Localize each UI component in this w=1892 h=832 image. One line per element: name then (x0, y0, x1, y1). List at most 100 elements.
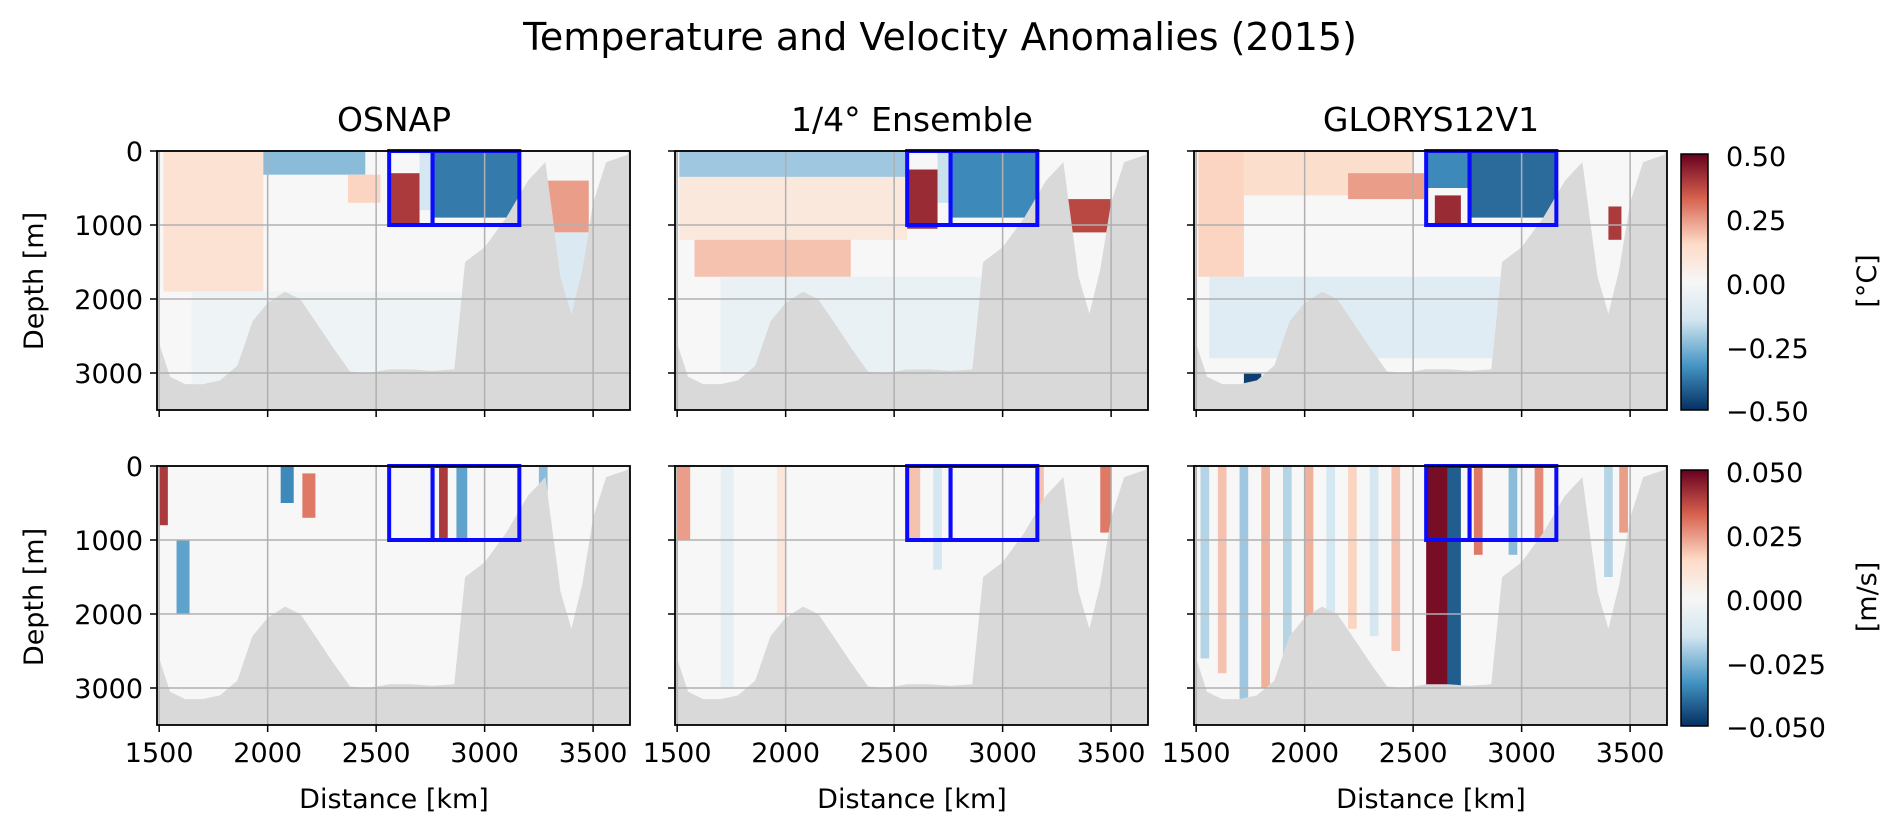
y-tick-label: 0 (126, 452, 143, 483)
y-tick-label: 3000 (74, 359, 143, 390)
anomaly-patch (694, 239, 851, 277)
anomaly-patch (1304, 466, 1314, 659)
anomaly-patch (159, 466, 168, 526)
anomaly-patch (347, 174, 381, 203)
panel-0-1 (668, 149, 1149, 417)
colorbar-temp-tick: 0.50 (1726, 142, 1786, 173)
colorbar-temperature-label: [°C] (1852, 254, 1883, 307)
anomaly-patch (1261, 466, 1270, 688)
anomaly-patch (439, 466, 448, 540)
y-axis-label-temperature: Depth [m] (19, 212, 50, 350)
anomaly-patch (1369, 466, 1379, 637)
anomaly-patch (419, 151, 433, 211)
x-tick-label: 2500 (1379, 738, 1448, 769)
anomaly-patch (1534, 466, 1544, 540)
anomaly-patch (1198, 151, 1244, 277)
panel-1-2: 1500 2000 2500 3000 3500 (1162, 464, 1668, 769)
anomaly-patch (679, 151, 908, 177)
anomaly-patch (937, 151, 951, 203)
panel-title-osnap: OSNAP (337, 100, 451, 139)
colorbar-temp-tick: 0.25 (1726, 206, 1786, 237)
anomaly-patch (1348, 173, 1424, 200)
y-axis-label-velocity: Depth [m] (19, 528, 50, 666)
anomaly-patch (456, 466, 468, 540)
anomaly-patch (263, 151, 366, 175)
x-tick-label: 2500 (342, 738, 411, 769)
anomaly-patch (1100, 466, 1112, 533)
colorbar-vel-tick: −0.025 (1726, 650, 1826, 681)
y-tick-label: 0 (126, 137, 143, 168)
anomaly-patch (163, 151, 264, 292)
x-tick-label: 2000 (1270, 738, 1339, 769)
anomaly-patch (679, 176, 908, 240)
panel-title-ensemble: 1/4° Ensemble (791, 100, 1033, 139)
anomaly-patch (1426, 466, 1448, 688)
anomaly-patch (1619, 466, 1628, 533)
panel-frame (674, 150, 1149, 411)
panel-1-0: 1500 2000 2500 3000 3500 0 1000 2000 3000 (74, 452, 631, 769)
x-axis-label-osnap: Distance [km] (299, 784, 489, 815)
anomaly-patch (1608, 206, 1622, 240)
anomaly-patch (1326, 466, 1336, 644)
x-tick-label: 3000 (1487, 738, 1556, 769)
colorbar-vel-tick: 0.025 (1726, 522, 1803, 553)
anomaly-patch (677, 466, 691, 540)
anomaly-patch (1447, 466, 1461, 688)
anomaly-patch (176, 540, 190, 614)
panel-1-1: 1500 2000 2500 3000 3500 (643, 464, 1149, 769)
anomaly-patch (1035, 466, 1044, 526)
y-tick-label: 1000 (74, 211, 143, 242)
anomaly-patch (1473, 466, 1483, 555)
colorbar-velocity-label: [m/s] (1852, 562, 1883, 633)
x-tick-label: 2500 (860, 738, 929, 769)
anomaly-patch (432, 151, 520, 218)
panel-frame (1193, 150, 1668, 411)
panel-0-2 (1187, 149, 1668, 417)
anomaly-patch (1200, 466, 1210, 659)
anomaly-patch (1391, 466, 1401, 651)
x-tick-label: 2000 (751, 738, 820, 769)
anomaly-patch (907, 466, 921, 540)
panel-0-0: 0 1000 2000 3000 (74, 137, 631, 417)
x-tick-label: 1500 (1162, 738, 1231, 769)
x-tick-label: 2000 (233, 738, 302, 769)
anomaly-patch (1348, 466, 1357, 629)
anomaly-patch (1217, 466, 1227, 674)
anomaly-patch (1239, 466, 1249, 700)
anomaly-patch (720, 466, 734, 688)
panel-frame (156, 465, 631, 726)
anomaly-patch (950, 151, 1038, 218)
anomaly-patch (1243, 373, 1262, 385)
colorbar-temp-tick: −0.25 (1726, 334, 1809, 365)
colorbar-temp-tick: −0.50 (1726, 397, 1809, 428)
figure-title: Temperature and Velocity Anomalies (2015… (522, 15, 1357, 59)
colorbar-vel-tick: 0.000 (1726, 586, 1803, 617)
panel-frame (674, 465, 1149, 726)
colorbar-temp-tick: 0.00 (1726, 270, 1786, 301)
colorbar-temperature (1680, 153, 1709, 411)
anomaly-patch (1434, 195, 1461, 225)
panel-title-glorys: GLORYS12V1 (1323, 100, 1539, 139)
anomaly-patch (1426, 151, 1470, 188)
x-tick-label: 1500 (643, 738, 712, 769)
x-tick-label: 3000 (968, 738, 1037, 769)
colorbar-vel-tick: 0.050 (1726, 458, 1803, 489)
colorbar-vel-tick: −0.050 (1726, 713, 1826, 744)
anomaly-patch (389, 173, 420, 225)
y-tick-label: 2000 (74, 285, 143, 316)
anomaly-patch (1282, 466, 1292, 674)
x-tick-label: 3000 (450, 738, 519, 769)
y-tick-label: 2000 (74, 600, 143, 631)
x-axis-label-glorys: Distance [km] (1336, 784, 1526, 815)
panels: 0 1000 2000 3000 1500 2000 2500 3000 3500 0 1000 20… (74, 137, 1668, 769)
anomaly-patch (1604, 466, 1613, 577)
x-tick-label: 3500 (1596, 738, 1665, 769)
panel-frame (156, 150, 631, 411)
anomaly-patch (302, 473, 316, 518)
colorbar-velocity (1680, 469, 1709, 727)
y-tick-label: 1000 (74, 526, 143, 557)
y-tick-label: 3000 (74, 674, 143, 705)
anomaly-patch (907, 169, 938, 229)
x-tick-label: 3500 (559, 738, 628, 769)
